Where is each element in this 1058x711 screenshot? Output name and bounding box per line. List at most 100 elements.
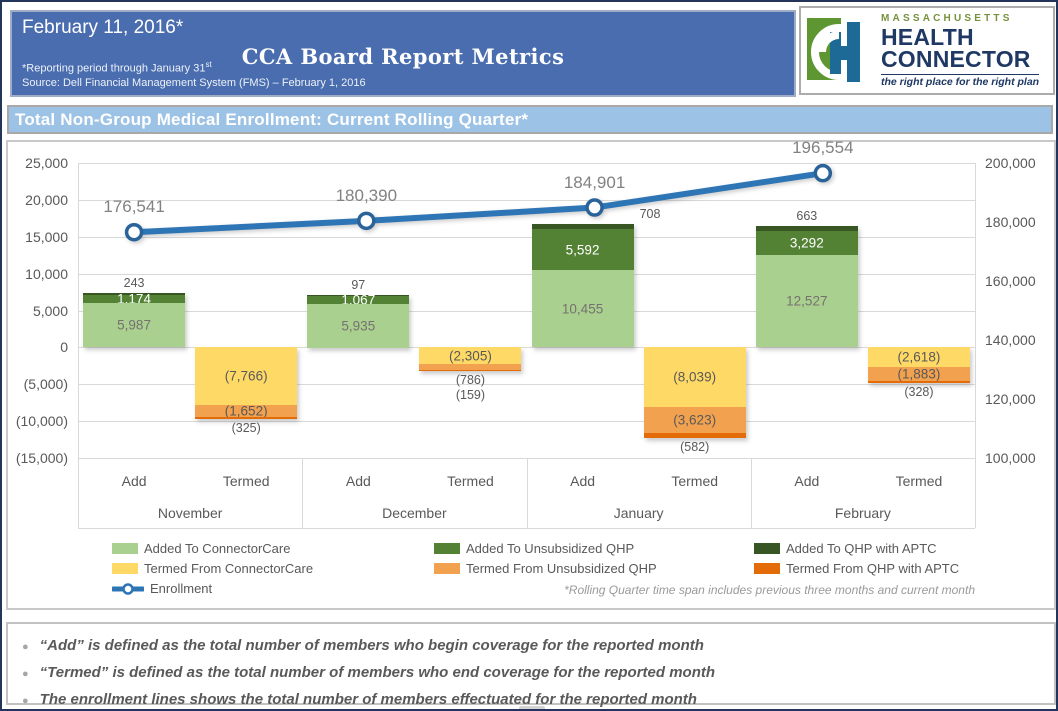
bar-segment-added-to-connectorcare: 12,527: [755, 254, 858, 348]
month-label: February: [834, 505, 891, 521]
bar-segment-termed-from-unsubsidized-qhp: (1,652): [195, 404, 298, 417]
legend-swatch-termed-aptc: [754, 563, 780, 574]
category-label-termed: Termed: [222, 473, 270, 489]
left-axis-tick: (5,000): [23, 376, 68, 393]
left-axis-tick: 10,000: [25, 265, 68, 282]
segment-value-label: 1,174: [117, 291, 151, 307]
report-date: February 11, 2016*: [22, 17, 184, 38]
bar-segment-added-to-connectorcare: 5,987: [83, 303, 186, 348]
chart-legend: Added To ConnectorCare Added To Unsubsid…: [78, 541, 975, 605]
category-label-termed: Termed: [447, 473, 494, 489]
termed-bar-december: (2,305): [419, 347, 522, 372]
segment-value-label: (3,623): [673, 412, 717, 428]
source-note: Source: Dell Financial Management System…: [22, 77, 366, 90]
legend-item-added-connectorcare: Added To ConnectorCare: [112, 541, 290, 556]
bar-segment-added-to-qhp-with-aptc: [307, 295, 410, 297]
gridline: [78, 199, 975, 201]
added-aptc-value-label: 97: [351, 278, 366, 293]
bar-segment-termed-from-qhp-with-aptc: [195, 416, 298, 420]
bar-segment-termed-from-unsubsidized-qhp: [419, 364, 522, 371]
enrollment-value-label: 180,390: [335, 185, 398, 205]
gridline: [78, 310, 975, 312]
gridline: [78, 273, 975, 275]
bar-segment-termed-from-qhp-with-aptc: [867, 380, 970, 383]
add-bar-january: 5,592 10,455: [531, 223, 634, 348]
logo-tagline: the right place for the right plan: [881, 73, 1040, 88]
enrollment-point: [585, 198, 604, 217]
category-strip-bottom-border: [78, 528, 975, 529]
segment-value-label: (1,883): [897, 365, 941, 381]
left-axis-tick: 25,000: [25, 155, 68, 171]
left-axis-tick: (10,000): [15, 413, 68, 430]
category-label-termed: Termed: [895, 473, 943, 489]
termed-value-label: (582): [680, 439, 710, 454]
left-axis-tick: 0: [60, 339, 68, 356]
segment-value-label: 5,592: [565, 241, 600, 257]
left-axis-tick: (15,000): [15, 450, 68, 466]
termed-value-label: (328): [904, 384, 934, 399]
bar-segment-termed-from-connectorcare: (2,305): [419, 347, 522, 365]
month-label: November: [157, 505, 223, 521]
bar-segment-added-to-unsubsidized-qhp: 5,592: [531, 229, 634, 271]
segment-value-label: (2,618): [897, 349, 941, 365]
legend-swatch-added-aptc: [754, 543, 780, 554]
logo-region: MASSACHUSETTS: [881, 12, 1013, 24]
enrollment-chart: Added To ConnectorCare Added To Unsubsid…: [6, 138, 1056, 610]
enrollment-point: [813, 163, 833, 183]
left-axis-tick: 5,000: [32, 302, 68, 319]
right-axis-tick: 100,000: [985, 450, 1036, 466]
report-title: CCA Board Report Metrics: [241, 44, 565, 69]
logo-name-health: HEALTH: [881, 23, 974, 50]
enrollment-line-icon: [112, 582, 144, 595]
definition-termed: ● “Termed” is defined as the total number…: [22, 660, 1040, 687]
added-aptc-value-label: 243: [123, 275, 145, 290]
report-notes: *Reporting period through January 31st S…: [22, 60, 366, 91]
enrollment-value-label: 176,541: [103, 197, 165, 217]
month-separator: [750, 458, 752, 528]
bar-segment-added-to-unsubsidized-qhp: 1,174: [83, 291, 186, 307]
legend-item-added-aptc: Added To QHP with APTC: [754, 541, 937, 556]
plot-left-border: [78, 163, 79, 458]
termed-value-label: (786): [455, 373, 486, 388]
segment-value-label: 5,987: [117, 317, 151, 333]
definitions-box: ● “Add” is defined as the total number of…: [6, 622, 1056, 708]
bar-segment-termed-from-connectorcare: (7,766): [195, 347, 298, 405]
month-separator: [78, 458, 79, 528]
definitions-list: ● “Add” is defined as the total number of…: [22, 633, 1040, 709]
month-separator: [302, 458, 304, 528]
category-label-add: Add: [121, 473, 147, 489]
bar-segment-added-to-qhp-with-aptc: [83, 292, 186, 295]
health-connector-logo: MASSACHUSETTS HEALTH CONNECTOR the right…: [799, 6, 1055, 95]
rolling-quarter-footnote: *Rolling Quarter time span includes prev…: [564, 583, 975, 597]
gridline: [78, 347, 975, 349]
gridline: [78, 163, 975, 164]
bar-segment-termed-from-unsubsidized-qhp: (3,623): [643, 406, 746, 434]
month-label: January: [613, 505, 664, 521]
plot-right-border: [975, 163, 976, 458]
scrollbar-artifact: [519, 706, 545, 709]
segment-value-label: (2,305): [449, 348, 492, 364]
enrollment-value-label: 196,554: [792, 138, 854, 158]
segment-value-label: 5,935: [341, 318, 376, 333]
segment-value-label: (7,766): [224, 368, 268, 384]
add-bar-november: 1,174 5,987: [83, 291, 186, 348]
gridline: [78, 236, 975, 238]
category-label-termed: Termed: [671, 473, 719, 489]
right-axis-tick: 120,000: [985, 391, 1036, 407]
bar-segment-added-to-connectorcare: 10,455: [531, 270, 634, 348]
termed-bar-november: (7,766) (1,652): [195, 347, 298, 420]
termed-value-label: (159): [455, 388, 486, 403]
legend-swatch-added-unsub-qhp: [434, 543, 460, 554]
category-label-add: Add: [794, 473, 820, 489]
chart-section-title: Total Non-Group Medical Enrollment: Curr…: [7, 105, 1053, 134]
category-label-add: Add: [345, 473, 371, 489]
bar-segment-termed-from-connectorcare: (8,039): [643, 347, 746, 407]
segment-value-label: 10,455: [561, 301, 604, 317]
bar-segment-termed-from-qhp-with-aptc: [419, 370, 522, 372]
enrollment-point: [357, 211, 376, 231]
added-aptc-value-label: 663: [796, 208, 818, 223]
add-bar-december: 1,067 5,935: [307, 293, 410, 348]
add-bar-february: 3,292 12,527: [755, 225, 858, 348]
legend-item-termed-connectorcare: Termed From ConnectorCare: [112, 561, 313, 576]
month-label: December: [382, 505, 447, 521]
